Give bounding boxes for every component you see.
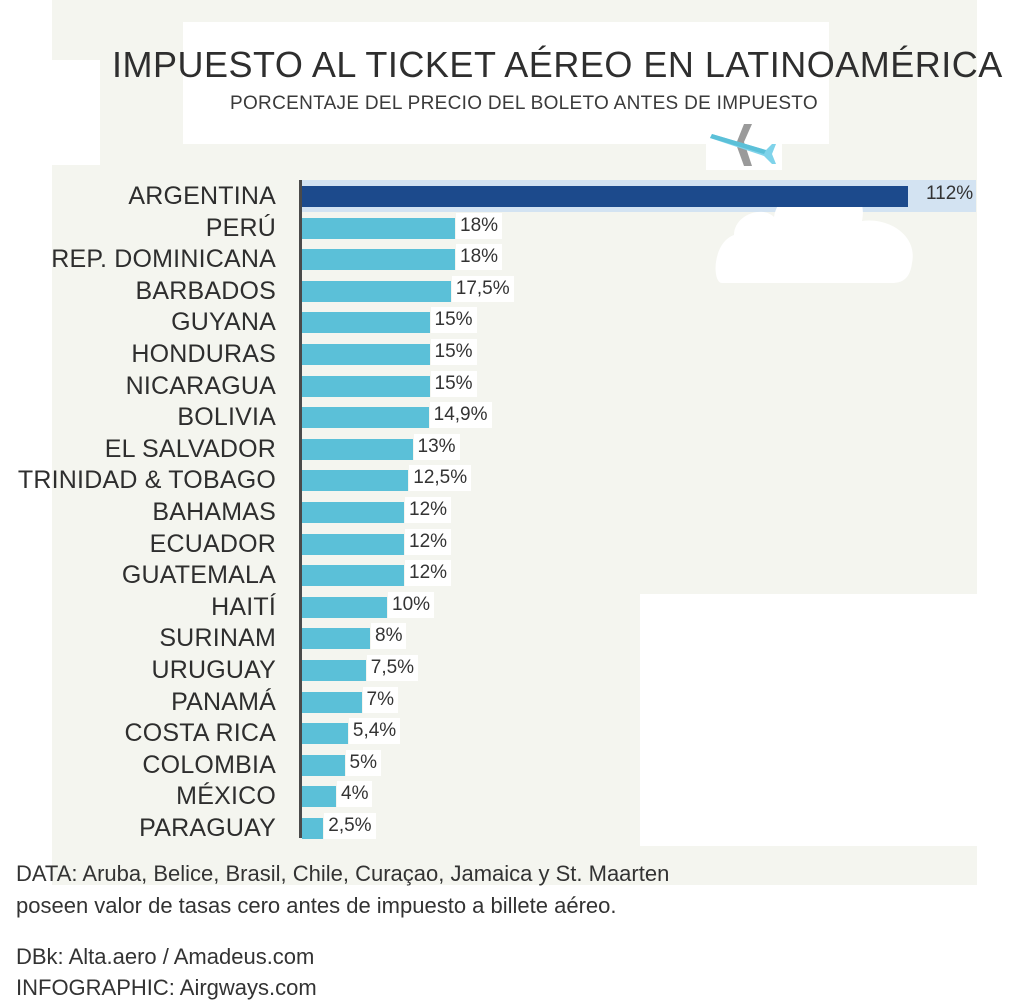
bar (302, 533, 404, 555)
footer-source: DBk: Alta.aero / Amadeus.com (16, 944, 315, 969)
category-label: COLOMBIA (142, 750, 276, 779)
category-label: BAHAMAS (152, 498, 276, 526)
footer-note-line2: poseen valor de tasas cero antes de impu… (16, 893, 617, 918)
data-label: 112% (926, 183, 974, 204)
category-label: SURINAM (159, 624, 276, 653)
category-label: ECUADOR (149, 529, 276, 558)
category-label: TRINIDAD & TOBAGO (17, 466, 276, 495)
data-label: 2,5% (324, 813, 376, 839)
bar (302, 596, 387, 618)
category-label: HAITÍ (211, 592, 276, 621)
category-label: GUATEMALA (121, 561, 276, 590)
y-axis-line (299, 180, 302, 838)
bar (302, 754, 345, 776)
category-label: ARGENTINA (128, 182, 276, 210)
data-label: 5% (345, 749, 381, 776)
left-backdrop (12, 60, 100, 165)
bar (302, 470, 409, 492)
bar (302, 344, 430, 365)
bar (302, 691, 362, 713)
bar (302, 565, 404, 587)
category-label: PARAGUAY (139, 814, 276, 842)
category-label: PANAMÁ (171, 687, 276, 716)
category-label: BOLIVIA (177, 403, 276, 432)
data-label: 5,4% (348, 718, 401, 745)
data-label: 12% (405, 497, 452, 523)
bar (302, 217, 455, 239)
category-label: HONDURAS (131, 340, 276, 368)
bar (302, 186, 908, 207)
data-label: 18% (456, 212, 503, 239)
bar (302, 438, 413, 460)
category-label: URUGUAY (151, 656, 276, 684)
data-label: 10% (388, 591, 435, 618)
data-label: 12% (405, 528, 452, 555)
data-label: 8% (371, 623, 407, 650)
category-label: REP. DOMINICANA (51, 245, 276, 274)
category-label: GUYANA (171, 308, 276, 337)
data-label: 15% (430, 307, 477, 334)
category-label: BARBADOS (135, 276, 276, 305)
bar (302, 280, 451, 302)
data-label: 4% (337, 781, 373, 808)
chart-subtitle: PORCENTAJE DEL PRECIO DEL BOLETO ANTES D… (230, 93, 818, 114)
category-label: PERÚ (205, 213, 276, 242)
right-backdrop-top (780, 594, 950, 630)
bar (302, 249, 455, 271)
bar (302, 375, 430, 397)
bar (302, 628, 370, 650)
footer-note-line1: DATA: Aruba, Belice, Brasil, Chile, Cura… (16, 861, 670, 886)
bar (302, 786, 336, 808)
category-label: MÉXICO (176, 782, 276, 811)
category-label: NICARAGUA (125, 371, 276, 400)
data-label: 18% (456, 244, 503, 271)
data-label: 17,5% (451, 275, 514, 302)
data-label: 15% (430, 370, 477, 397)
data-label: 15% (430, 339, 477, 365)
data-label: 12,5% (409, 465, 472, 492)
bar (302, 660, 366, 681)
data-label: 7,5% (366, 655, 419, 681)
data-label: 12% (405, 560, 452, 587)
cloud-icon (715, 187, 913, 283)
data-label: 13% (413, 433, 460, 460)
bar (302, 312, 430, 334)
airplane-icon (706, 120, 782, 170)
bar (302, 407, 429, 429)
data-label: 7% (362, 686, 398, 713)
footer-credit: INFOGRAPHIC: Airgways.com (16, 975, 317, 1000)
right-backdrop (640, 594, 1024, 846)
category-label: COSTA RICA (124, 719, 276, 748)
bar (302, 502, 404, 523)
category-label: EL SALVADOR (104, 434, 276, 463)
chart-title: IMPUESTO AL TICKET AÉREO EN LATINOAMÉRIC… (112, 44, 1003, 85)
data-label: 14,9% (429, 402, 492, 429)
bar (302, 723, 348, 745)
bar (302, 818, 324, 839)
